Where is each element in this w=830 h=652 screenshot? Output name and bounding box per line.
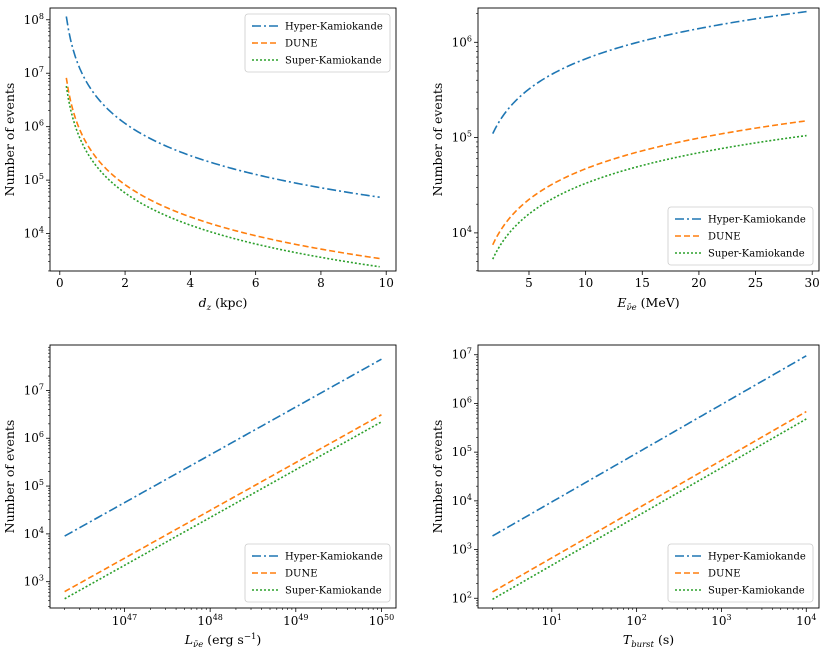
y-tick-label: 106 bbox=[452, 395, 472, 410]
chart-panel-1: 104 105 106 107 108 0 2 4 6 8 10 dz (kpc) Number of … bbox=[2, 7, 397, 313]
x-tick-label: 30 bbox=[805, 276, 820, 290]
x-tick-label: 1048 bbox=[197, 613, 222, 628]
legend-entry-label: DUNE bbox=[285, 569, 318, 580]
series-line-super-kamiokande bbox=[492, 134, 807, 260]
legend-box bbox=[244, 543, 391, 603]
series-line-hyper-kamiokande bbox=[492, 10, 807, 135]
axes-frame bbox=[477, 7, 820, 272]
axes-frame bbox=[49, 7, 397, 272]
y-tick-label: 105 bbox=[24, 172, 44, 187]
legend: Hyper-Kamiokande DUNE Super-Kamiokande bbox=[667, 543, 814, 603]
y-tick-label: 104 bbox=[24, 226, 44, 241]
legend: Hyper-Kamiokande DUNE Super-Kamiokande bbox=[244, 13, 391, 73]
legend-entry-label: DUNE bbox=[708, 569, 741, 580]
series-line-super-kamiokande bbox=[492, 418, 807, 601]
y-axis-label: Number of events bbox=[2, 83, 17, 197]
x-axis-label: Lν̄e (erg s−1) bbox=[184, 632, 262, 650]
legend-entry-label: Super-Kamiokande bbox=[708, 586, 805, 597]
legend-box bbox=[244, 13, 391, 73]
series-line-super-kamiokande bbox=[65, 85, 380, 268]
series-line-hyper-kamiokande bbox=[492, 355, 807, 537]
x-tick-label: 10 bbox=[578, 276, 593, 290]
legend-entry-label: Hyper-Kamiokande bbox=[285, 552, 383, 563]
y-tick-label: 107 bbox=[24, 65, 44, 80]
y-axis-label: Number of events bbox=[430, 420, 445, 534]
y-axis-label: Number of events bbox=[2, 420, 17, 534]
chart-panel-3: 103 104 105 106 107 1047 1048 1049 1050 Lν̄e (erg… bbox=[2, 344, 397, 650]
x-axis-label: dz (kpc) bbox=[199, 295, 248, 313]
chart-panel-4: 102 103 104 105 106 107 101 102 103 104 Tburst (s)… bbox=[430, 344, 820, 650]
x-tick-label: 8 bbox=[317, 276, 325, 290]
series-line-hyper-kamiokande bbox=[65, 16, 380, 199]
x-tick-label: 10 bbox=[379, 276, 394, 290]
x-tick-label: 0 bbox=[56, 276, 64, 290]
legend-entry-label: Hyper-Kamiokande bbox=[285, 22, 383, 33]
y-tick-label: 103 bbox=[24, 574, 44, 589]
x-tick-label: 25 bbox=[748, 276, 763, 290]
legend-box bbox=[667, 206, 814, 266]
series-line-dune bbox=[65, 77, 380, 260]
y-tick-label: 103 bbox=[452, 542, 472, 557]
legend-entry-label: Super-Kamiokande bbox=[285, 586, 382, 597]
legend-entry-label: Hyper-Kamiokande bbox=[708, 552, 806, 563]
y-tick-label: 108 bbox=[24, 12, 44, 27]
y-tick-label: 105 bbox=[24, 478, 44, 493]
x-tick-label: 101 bbox=[542, 613, 562, 628]
x-tick-label: 6 bbox=[252, 276, 260, 290]
y-tick-label: 106 bbox=[452, 34, 472, 49]
x-axis-label: Tburst (s) bbox=[623, 632, 674, 650]
x-tick-label: 103 bbox=[711, 613, 731, 628]
x-tick-label: 15 bbox=[635, 276, 650, 290]
y-tick-label: 104 bbox=[452, 493, 472, 508]
y-tick-label: 106 bbox=[24, 119, 44, 134]
axes-frame bbox=[49, 344, 397, 609]
axes-frame bbox=[477, 344, 820, 609]
legend-entry-label: DUNE bbox=[285, 39, 318, 50]
x-tick-label: 1047 bbox=[112, 613, 137, 628]
chart-panel-2: 104 105 106 5 10 15 20 25 30 Eν̄e (MeV) Number of … bbox=[430, 7, 820, 313]
x-tick-label: 1050 bbox=[369, 613, 394, 628]
legend-box bbox=[667, 543, 814, 603]
series-line-dune bbox=[64, 414, 382, 593]
legend: Hyper-Kamiokande DUNE Super-Kamiokande bbox=[667, 206, 814, 266]
y-axis-label: Number of events bbox=[430, 83, 445, 197]
x-tick-label: 104 bbox=[796, 613, 816, 628]
x-tick-label: 20 bbox=[691, 276, 706, 290]
y-tick-label: 107 bbox=[452, 347, 472, 362]
legend: Hyper-Kamiokande DUNE Super-Kamiokande bbox=[244, 543, 391, 603]
y-tick-label: 102 bbox=[452, 590, 472, 605]
series-line-super-kamiokande bbox=[64, 421, 382, 600]
series-line-dune bbox=[492, 120, 807, 246]
x-tick-label: 5 bbox=[525, 276, 533, 290]
series-line-hyper-kamiokande bbox=[64, 358, 382, 537]
legend-entry-label: Hyper-Kamiokande bbox=[708, 215, 806, 226]
y-tick-label: 104 bbox=[24, 526, 44, 541]
y-tick-label: 107 bbox=[24, 382, 44, 397]
y-tick-label: 105 bbox=[452, 130, 472, 145]
x-tick-label: 4 bbox=[187, 276, 195, 290]
y-tick-label: 106 bbox=[24, 430, 44, 445]
x-tick-label: 2 bbox=[121, 276, 129, 290]
legend-entry-label: DUNE bbox=[708, 232, 741, 243]
x-tick-label: 1049 bbox=[283, 613, 308, 628]
x-tick-label: 102 bbox=[626, 613, 646, 628]
legend-entry-label: Super-Kamiokande bbox=[285, 56, 382, 67]
y-tick-label: 105 bbox=[452, 444, 472, 459]
y-tick-label: 104 bbox=[452, 225, 472, 240]
series-line-dune bbox=[492, 410, 807, 593]
x-axis-label: Eν̄e (MeV) bbox=[616, 295, 679, 313]
legend-entry-label: Super-Kamiokande bbox=[708, 249, 805, 260]
